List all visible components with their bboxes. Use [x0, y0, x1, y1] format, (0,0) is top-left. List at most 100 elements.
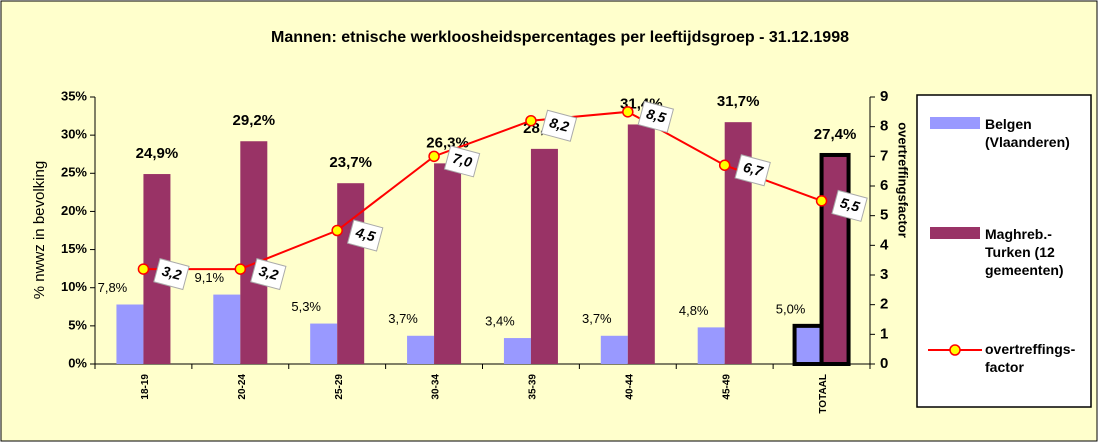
bar-value-label: 23,7%	[329, 154, 372, 171]
line-value-label: 6,7	[734, 154, 771, 187]
bar	[337, 183, 365, 364]
y-tick-label: 10%	[61, 279, 87, 294]
line-value-label-text: 7,0	[451, 150, 474, 171]
bar-value-label: 3,7%	[582, 311, 612, 326]
line-value-label: 5,5	[831, 189, 868, 222]
y-tick-label: 5%	[68, 317, 87, 332]
line-marker	[331, 224, 343, 237]
label-box	[831, 189, 868, 222]
legend-swatch	[930, 227, 980, 239]
y2-tick-label: 9	[880, 88, 888, 105]
legend-label-line: Maghreb.-	[985, 226, 1052, 242]
line-value-label-text: 8,2	[548, 114, 571, 135]
y-axis-label: % nwwz in bevolking	[31, 161, 48, 299]
legend-label: Belgen (Vlaanderen)	[985, 116, 1070, 150]
line-value-label-text: 6,7	[742, 159, 766, 180]
label-box	[346, 219, 384, 252]
y-tick-label: 0%	[68, 355, 87, 370]
bar-value-label: 29,2%	[233, 112, 276, 129]
y2-tick-label: 0	[880, 355, 888, 372]
x-tick-label: 20-24	[237, 374, 248, 400]
y-tick-label: 25%	[61, 165, 87, 180]
bar	[310, 323, 338, 364]
y2-tick-label: 4	[880, 236, 889, 253]
label-box	[734, 154, 771, 187]
bar	[116, 304, 144, 364]
bar-value-label: 7,8%	[98, 280, 128, 295]
label-box	[637, 100, 675, 133]
legend-label-line: gemeenten)	[985, 262, 1064, 278]
line-marker	[718, 159, 731, 171]
x-tick-label: 40-44	[624, 374, 635, 400]
bar-value-label: 5,3%	[291, 299, 321, 314]
line-value-label: 7,0	[443, 145, 481, 178]
line-value-label-text: 3,2	[257, 263, 280, 284]
y2-tick-label: 7	[880, 147, 888, 164]
line-value-label-text: 3,2	[160, 263, 183, 284]
legend	[916, 94, 1092, 408]
y2-tick-label: 2	[880, 296, 888, 313]
line-marker	[234, 263, 247, 275]
bar	[213, 294, 241, 364]
bar	[434, 163, 462, 364]
line-value-label: 8,2	[540, 109, 578, 142]
bar	[819, 152, 851, 366]
x-tick-label: 18-19	[140, 374, 151, 400]
line-value-label: 3,2	[153, 257, 190, 291]
y2-tick-label: 1	[880, 325, 888, 342]
legend-label-line: factor	[985, 359, 1024, 375]
bar	[240, 141, 268, 364]
label-box	[443, 145, 481, 178]
x-tick-label: 35-39	[528, 374, 539, 400]
bar-value-label: 5,0%	[776, 301, 806, 316]
x-tick-label: TOTAAL	[818, 374, 829, 414]
legend-swatch	[930, 117, 980, 129]
legend-label-line: (Vlaanderen)	[985, 134, 1070, 150]
bar	[600, 335, 628, 364]
y-tick-label: 30%	[61, 127, 87, 142]
legend-label-line: Turken (12	[985, 244, 1055, 260]
chart-title: Mannen: etnische werkloosheidspercentage…	[271, 29, 849, 46]
y-tick-label: 35%	[61, 88, 87, 103]
bar	[530, 148, 558, 364]
line-value-label: 3,2	[250, 257, 287, 291]
line-value-label-text: 4,5	[353, 224, 377, 245]
bar-value-label: 27,4%	[814, 126, 857, 143]
line-marker	[622, 106, 634, 118]
y-tick-label: 20%	[61, 203, 87, 218]
bar-value-label: 3,4%	[485, 314, 515, 329]
line-value-label: 4,5	[346, 219, 384, 252]
y-tick-label: 15%	[61, 241, 87, 256]
y2-tick-label: 6	[880, 177, 888, 194]
legend-label: Maghreb.- Turken (12 gemeenten)	[985, 226, 1064, 278]
legend-label: overtreffings-factor	[985, 341, 1076, 375]
line-marker	[428, 150, 440, 163]
y2-tick-label: 8	[880, 118, 888, 135]
bar	[792, 323, 824, 367]
x-tick-label: 30-34	[431, 374, 442, 400]
bar-value-label: 3,7%	[388, 311, 418, 326]
line-marker	[137, 263, 150, 275]
line-marker	[815, 195, 828, 207]
bar-value-label: 31,7%	[717, 93, 760, 110]
x-tick-label: 45-49	[721, 374, 732, 400]
bar-value-label: 9,1%	[194, 270, 224, 285]
line-marker	[525, 114, 537, 127]
legend-marker	[949, 344, 961, 356]
label-box	[540, 109, 578, 142]
bar	[627, 124, 655, 364]
bar	[697, 327, 725, 364]
line-value-label-text: 5,5	[838, 194, 861, 215]
x-tick-label: 25-29	[334, 374, 345, 400]
label-box	[250, 257, 287, 291]
legend-label-line: overtreffings-	[985, 341, 1076, 357]
bar-value-label: 24,9%	[136, 145, 179, 162]
bar-value-label: 4,8%	[679, 303, 709, 318]
legend-label-line: Belgen	[985, 116, 1032, 132]
line-value-label-text: 8,5	[645, 105, 668, 126]
bar	[503, 338, 531, 364]
y2-tick-label: 5	[880, 207, 888, 224]
y2-tick-label: 3	[880, 266, 888, 283]
y2-axis-label: overtreffingsfactor	[896, 122, 911, 238]
